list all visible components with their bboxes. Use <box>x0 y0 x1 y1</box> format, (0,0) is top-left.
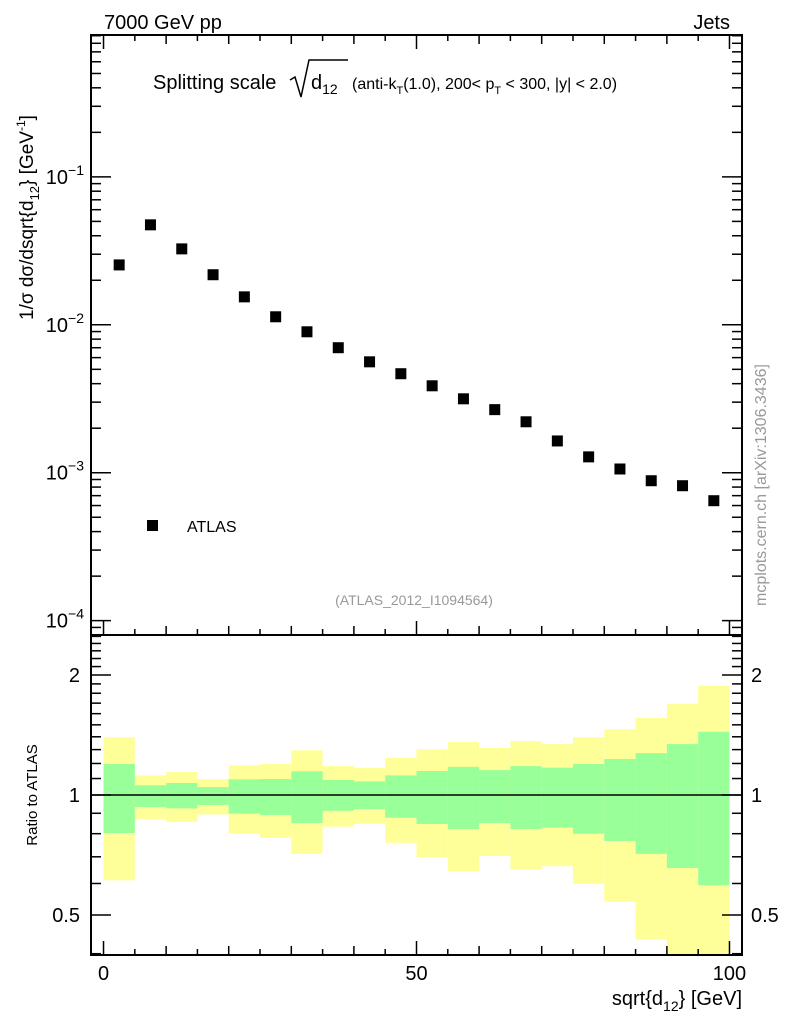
green-band-bin <box>416 770 448 824</box>
sqrt-symbol <box>289 59 348 98</box>
legend-marker <box>147 520 158 531</box>
data-markers <box>113 219 720 507</box>
green-band-bin <box>228 779 261 814</box>
chart-title-sub: (anti-kT(1.0), 200< pT < 300, |y| < 2.0) <box>352 76 617 97</box>
x-tick-label: 50 <box>405 963 427 985</box>
green-band-bin <box>385 775 417 818</box>
data-point <box>364 356 376 368</box>
green-band-bin <box>698 731 730 886</box>
y-tick-label: 10−3 <box>46 458 84 485</box>
x-tick-label: 100 <box>713 963 746 985</box>
green-band-bin <box>604 759 636 841</box>
data-point <box>457 393 469 405</box>
data-point <box>426 380 438 392</box>
data-point <box>551 435 563 447</box>
y-tick-label: 10−1 <box>46 162 84 189</box>
ratio-bands <box>103 685 730 955</box>
data-point <box>113 259 125 271</box>
data-point <box>677 480 689 492</box>
ratio-y-tick-label-right: 1 <box>751 785 762 807</box>
green-band-bin <box>541 767 573 828</box>
green-band-bin <box>134 785 167 808</box>
ratio-y-tick-label-left: 0.5 <box>52 905 80 927</box>
tick-labels: 0 50 100 10−1 10−2 10−3 10−4 2 2 1 1 0.5 0.5 <box>46 162 779 985</box>
data-point <box>207 269 219 281</box>
data-point <box>583 451 595 463</box>
chart-title: Splitting scale <box>153 72 276 94</box>
y-axis-label: 1/σ dσ/dsqrt{d12} [GeV-1] <box>14 115 42 320</box>
green-band-bin <box>197 787 229 806</box>
x-axis-label: sqrt{d12} [GeV] <box>612 988 742 1014</box>
data-point <box>270 311 282 323</box>
green-band-bin <box>666 744 699 869</box>
data-point <box>708 495 720 507</box>
green-band-bin <box>291 771 323 823</box>
ratio-y-tick-label-left: 2 <box>69 665 80 687</box>
green-band-bin <box>103 764 135 834</box>
data-point <box>520 416 532 428</box>
y-tick-label: 10−4 <box>46 606 84 633</box>
side-label: mcplots.cern.ch [arXiv:1306.3436] <box>753 364 770 606</box>
data-point <box>332 342 344 354</box>
x-tick-label: 0 <box>98 963 109 985</box>
green-band-bin <box>510 766 542 829</box>
header-right: Jets <box>693 12 730 34</box>
green-band-bin <box>479 770 511 823</box>
ratio-plot-frame <box>90 634 743 956</box>
green-band-bin <box>635 753 667 854</box>
chart-title-var: d12 <box>311 72 338 97</box>
data-point <box>395 368 407 380</box>
ratio-y-axis-label: Ratio to ATLAS <box>24 744 41 845</box>
green-band-bin <box>260 779 292 816</box>
data-point <box>614 463 626 475</box>
ratio-y-tick-label-right: 2 <box>751 665 762 687</box>
main-plot-frame <box>90 34 743 636</box>
data-point <box>489 404 501 416</box>
ratio-y-tick-label-left: 1 <box>69 785 80 807</box>
ratio-y-tick-label-right: 0.5 <box>751 905 779 927</box>
data-point <box>144 219 156 231</box>
green-band-bin <box>572 764 605 834</box>
legend-label: ATLAS <box>187 519 237 536</box>
green-band-bin <box>447 766 480 829</box>
y-tick-label: 10−2 <box>46 310 84 337</box>
data-point <box>238 291 250 303</box>
data-point <box>301 326 313 338</box>
analysis-id: (ATLAS_2012_I1094564) <box>335 592 493 608</box>
data-point <box>645 475 657 487</box>
data-point <box>176 243 188 255</box>
header-left: 7000 GeV pp <box>104 12 222 34</box>
